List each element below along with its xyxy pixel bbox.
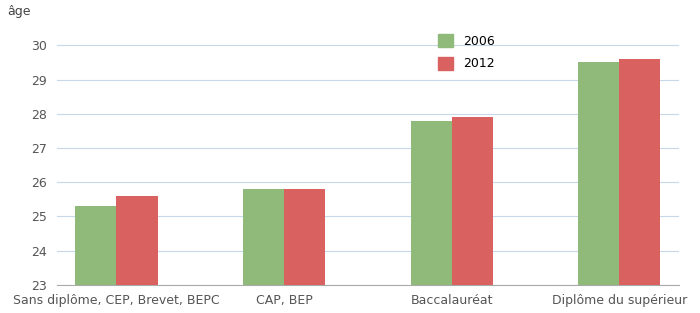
Text: âge: âge bbox=[7, 5, 31, 18]
Legend: 2006, 2012: 2006, 2012 bbox=[433, 29, 500, 75]
Bar bbox=[243, 189, 284, 285]
Bar bbox=[411, 121, 452, 285]
Bar bbox=[578, 62, 620, 285]
Bar bbox=[76, 206, 116, 285]
Bar bbox=[284, 189, 325, 285]
Bar bbox=[452, 117, 493, 285]
Bar bbox=[116, 196, 158, 285]
Bar bbox=[620, 59, 660, 285]
